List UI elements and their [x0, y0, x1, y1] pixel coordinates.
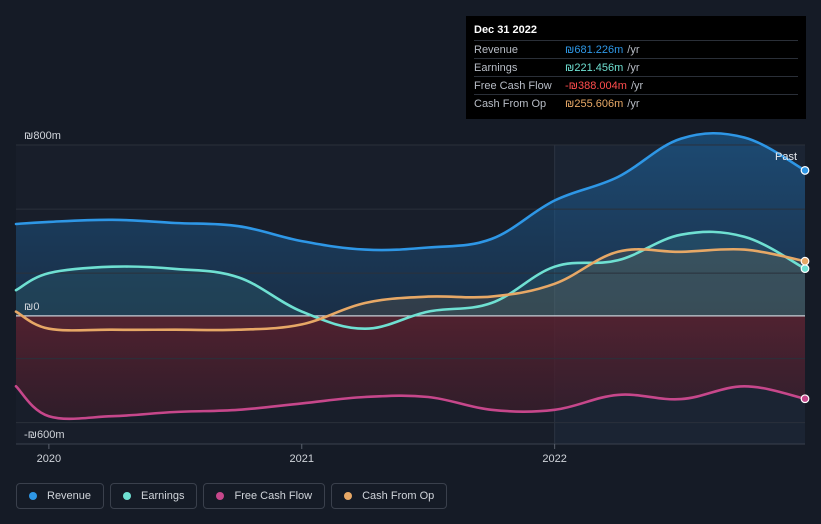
cash-from-op-line: [14, 247, 807, 332]
legend-item-revenue[interactable]: Revenue: [16, 483, 105, 509]
tooltip-row-cash-from-op: Cash From Op ₪255.606m /yr: [474, 94, 798, 112]
free-cash-flow-dot-icon: [216, 492, 225, 500]
tooltip-value: ₪255.606m: [565, 97, 624, 110]
y-tick-label: ₪0: [24, 301, 39, 313]
x-tick-label: 2020: [37, 453, 61, 465]
tooltip: Dec 31 2022 Revenue ₪681.226m /yr Earnin…: [466, 16, 806, 119]
legend-item-earnings[interactable]: Earnings: [110, 483, 198, 509]
tooltip-unit: /yr: [627, 43, 640, 56]
axis-labels: ₪800m ₪0 -₪600m 2020 2021 2022 Past: [24, 130, 797, 465]
earnings-end-dot: [800, 264, 810, 274]
tooltip-row-earnings: Earnings ₪221.456m /yr: [474, 58, 798, 76]
legend: Revenue Earnings Free Cash Flow Cash Fro…: [16, 483, 448, 509]
cash-from-op-end-dot: [800, 256, 810, 266]
gridlines: [16, 144, 805, 445]
tooltip-label: Revenue: [474, 43, 519, 56]
y-tick-label: ₪800m: [24, 130, 61, 142]
area-fills: [16, 133, 805, 419]
x-tick-label: 2021: [290, 453, 314, 465]
legend-item-free-cash-flow[interactable]: Free Cash Flow: [203, 483, 326, 509]
tooltip-unit: /yr: [630, 79, 644, 92]
tooltip-unit: /yr: [627, 61, 640, 74]
past-label: Past: [775, 151, 797, 163]
tooltip-value: -₪388.004m: [565, 79, 627, 92]
tooltip-value: ₪221.456m: [565, 61, 624, 74]
x-tick-label: 2022: [542, 453, 566, 465]
revenue-area: [16, 133, 805, 316]
tooltip-unit: /yr: [627, 97, 640, 110]
legend-item-cash-from-op[interactable]: Cash From Op: [331, 483, 448, 509]
tooltip-date: Dec 31 2022: [474, 24, 537, 36]
free-cash-flow-end-dot: [800, 394, 810, 404]
legend-label: Earnings: [141, 490, 185, 502]
revenue-end-dot: [800, 166, 810, 175]
legend-label: Free Cash Flow: [234, 490, 313, 502]
legend-label: Cash From Op: [362, 490, 435, 502]
free-cash-flow-line: [14, 384, 807, 421]
tooltip-row-free-cash-flow: Free Cash Flow -₪388.004m /yr: [474, 76, 798, 94]
cash-from-op-dot-icon: [344, 492, 353, 500]
tooltip-label: Cash From Op: [474, 97, 547, 110]
y-tick-label: -₪600m: [24, 429, 65, 441]
legend-label: Revenue: [47, 490, 92, 502]
free-cash-flow-area: [16, 315, 805, 419]
tooltip-value: ₪681.226m: [565, 43, 624, 56]
series-endpoints: [800, 166, 810, 404]
earnings-area: [16, 231, 805, 329]
earnings-line: [14, 230, 807, 331]
tooltip-row-revenue: Revenue ₪681.226m /yr: [474, 40, 798, 58]
tooltip-label: Free Cash Flow: [474, 79, 552, 92]
revenue-dot-icon: [29, 492, 37, 500]
cash-from-op-area: [16, 249, 805, 331]
series-lines: [14, 131, 807, 421]
revenue-line: [14, 131, 807, 252]
tooltip-label: Earnings: [474, 61, 518, 74]
earnings-dot-icon: [123, 492, 132, 500]
